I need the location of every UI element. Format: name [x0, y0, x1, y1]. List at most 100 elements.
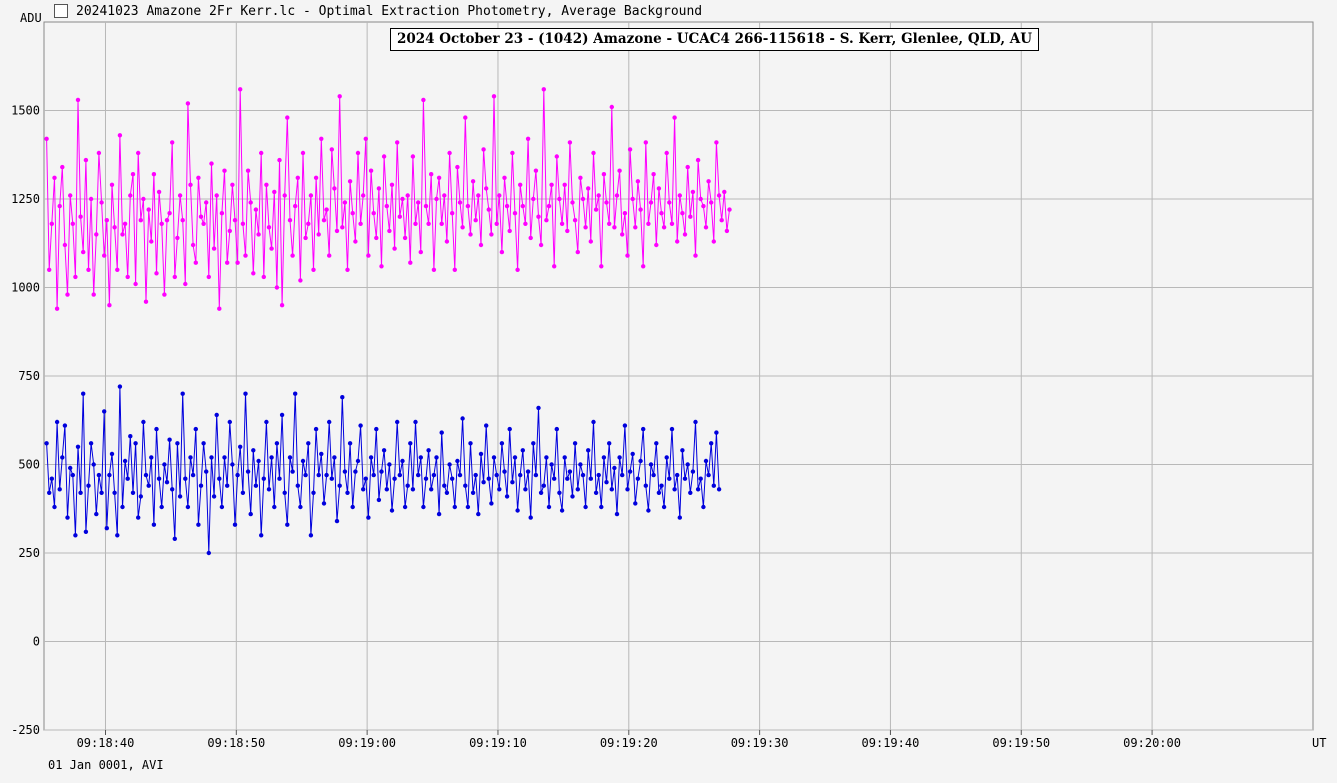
series-1-point	[78, 490, 83, 495]
series-1-point	[44, 441, 49, 446]
series-0-point	[193, 260, 198, 265]
series-1-point	[460, 416, 465, 421]
series-0-point	[434, 196, 439, 202]
series-0-point	[413, 221, 418, 226]
series-0-point	[541, 87, 546, 92]
series-1-point	[510, 480, 515, 485]
series-0-point	[405, 193, 410, 198]
series-1-point	[552, 476, 557, 481]
series-1-point	[565, 476, 570, 481]
series-0-point	[261, 274, 266, 280]
series-0-point	[206, 274, 211, 280]
series-0-point	[533, 168, 539, 173]
series-0-point	[510, 150, 515, 156]
series-0-point	[217, 306, 222, 311]
series-1-point	[654, 441, 659, 446]
series-0-point	[337, 94, 342, 99]
series-0-point	[442, 193, 447, 198]
series-0-point	[363, 136, 368, 141]
series-1-point	[622, 423, 628, 428]
series-1-point	[431, 472, 437, 478]
series-1-point	[408, 441, 413, 446]
series-1-point	[112, 490, 117, 495]
series-0-point	[94, 232, 99, 237]
series-1-point	[122, 458, 128, 464]
series-0-point	[421, 97, 426, 103]
series-0-point	[591, 150, 596, 156]
series-0-point	[96, 150, 102, 156]
series-0-point	[253, 207, 259, 212]
series-1-point	[94, 511, 99, 517]
series-0-point	[368, 168, 374, 173]
series-0-point	[643, 140, 648, 145]
series-0-point	[143, 299, 149, 304]
series-1-point	[290, 469, 295, 474]
series-0-point	[379, 264, 384, 269]
series-1-point	[345, 490, 350, 495]
series-1-point	[243, 391, 248, 396]
series-1-point	[538, 490, 544, 495]
series-0-point	[91, 292, 96, 297]
series-0-point	[109, 182, 115, 187]
series-0-point	[65, 292, 70, 297]
series-1-point	[439, 430, 444, 435]
series-0-point	[703, 225, 709, 230]
series-1-point	[656, 490, 662, 495]
series-1-point	[416, 472, 421, 478]
series-0-point	[324, 207, 329, 212]
series-0-point	[669, 221, 675, 226]
series-0-point	[285, 115, 290, 120]
series-1-point	[371, 472, 376, 478]
series-1-point	[554, 426, 559, 432]
series-0-point	[465, 203, 471, 209]
series-1-point	[688, 490, 693, 495]
series-1-point	[494, 472, 499, 478]
series-0-point	[225, 260, 230, 265]
series-0-point	[232, 218, 238, 223]
series-0-point	[716, 193, 722, 198]
series-0-point	[661, 225, 667, 230]
series-0-point	[272, 189, 277, 195]
series-1-point	[227, 419, 232, 425]
series-1-point	[531, 441, 536, 446]
series-1-point	[567, 469, 573, 474]
y-tick-label: -250	[11, 723, 40, 737]
series-0-point	[245, 168, 251, 173]
series-1-point	[340, 395, 345, 400]
series-1-point	[421, 504, 426, 510]
series-0-point	[557, 196, 562, 202]
series-0-point	[293, 203, 298, 209]
series-0-point	[659, 211, 664, 216]
series-0-point	[287, 218, 293, 223]
series-1-point	[350, 504, 355, 510]
series-0-point	[138, 218, 143, 223]
series-0-point	[122, 221, 128, 226]
series-1-point	[523, 487, 528, 492]
series-1-point	[478, 451, 484, 457]
series-1-point	[709, 441, 714, 446]
series-0-point	[525, 136, 531, 141]
series-0-point	[83, 157, 89, 163]
series-1-point	[88, 441, 94, 446]
series-0-point	[238, 87, 243, 92]
series-1-point	[240, 490, 246, 495]
series-1-point	[648, 462, 654, 467]
series-0-point	[656, 186, 662, 191]
series-0-point	[638, 207, 643, 212]
series-0-point	[222, 168, 227, 173]
x-axis-label: UT	[1312, 736, 1327, 750]
series-1-point	[62, 423, 68, 428]
series-0-point	[240, 221, 246, 226]
series-0-point	[190, 242, 196, 248]
series-1-point	[115, 533, 120, 538]
series-1-point	[151, 522, 157, 527]
series-1-point	[342, 469, 348, 474]
app-icon[interactable]	[54, 4, 68, 18]
series-1-point	[266, 487, 272, 492]
series-0-point	[463, 115, 468, 120]
series-1-point	[429, 487, 434, 492]
series-1-point	[575, 487, 580, 492]
series-1-point	[293, 391, 298, 396]
series-1-point	[400, 458, 405, 464]
series-0-point	[470, 179, 476, 184]
